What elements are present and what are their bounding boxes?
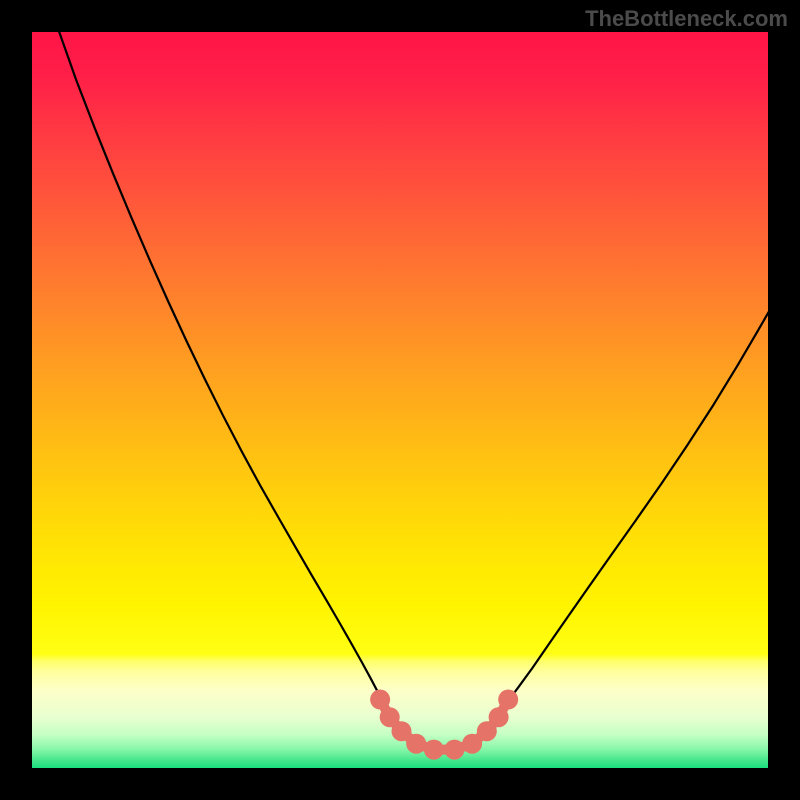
valley-bead [489,707,509,727]
curve-layer [32,32,768,768]
valley-bead [406,734,426,754]
left-curve [51,8,388,712]
plot-area [32,32,768,768]
watermark-text: TheBottleneck.com [585,6,788,32]
right-curve [500,302,775,712]
valley-bead [444,740,464,760]
valley-bead [424,740,444,760]
chart-frame: TheBottleneck.com [0,0,800,800]
valley-bead [498,690,518,710]
valley-bead [370,690,390,710]
valley-band [370,690,518,760]
